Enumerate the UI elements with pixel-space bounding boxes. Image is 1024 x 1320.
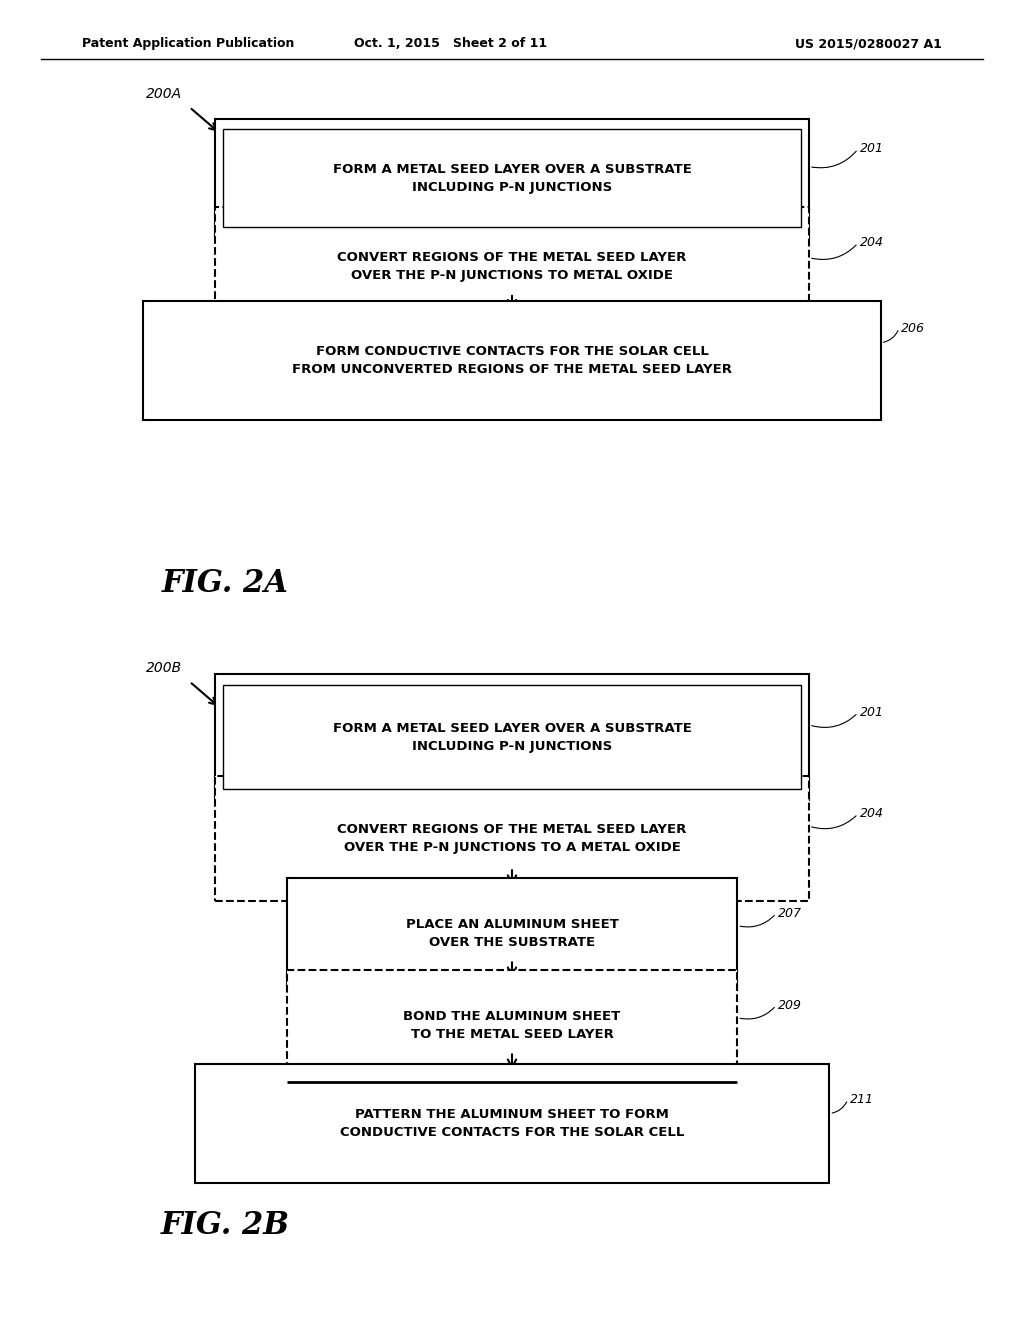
Text: Patent Application Publication: Patent Application Publication bbox=[82, 37, 294, 50]
FancyBboxPatch shape bbox=[195, 1064, 829, 1183]
Text: PATTERN THE ALUMINUM SHEET TO FORM
CONDUCTIVE CONTACTS FOR THE SOLAR CELL: PATTERN THE ALUMINUM SHEET TO FORM CONDU… bbox=[340, 1109, 684, 1139]
Text: FORM A METAL SEED LAYER OVER A SUBSTRATE
INCLUDING P-N JUNCTIONS: FORM A METAL SEED LAYER OVER A SUBSTRATE… bbox=[333, 162, 691, 194]
Text: Oct. 1, 2015   Sheet 2 of 11: Oct. 1, 2015 Sheet 2 of 11 bbox=[354, 37, 547, 50]
Text: 200A: 200A bbox=[145, 87, 182, 100]
Text: 204: 204 bbox=[860, 236, 884, 249]
Text: 206: 206 bbox=[901, 322, 925, 334]
FancyBboxPatch shape bbox=[287, 878, 737, 990]
FancyBboxPatch shape bbox=[215, 675, 809, 800]
Text: 201: 201 bbox=[860, 143, 884, 156]
Text: CONVERT REGIONS OF THE METAL SEED LAYER
OVER THE P-N JUNCTIONS TO A METAL OXIDE: CONVERT REGIONS OF THE METAL SEED LAYER … bbox=[337, 822, 687, 854]
Text: US 2015/0280027 A1: US 2015/0280027 A1 bbox=[796, 37, 942, 50]
Text: CONVERT REGIONS OF THE METAL SEED LAYER
OVER THE P-N JUNCTIONS TO METAL OXIDE: CONVERT REGIONS OF THE METAL SEED LAYER … bbox=[337, 251, 687, 282]
Text: 211: 211 bbox=[850, 1093, 873, 1106]
Text: FIG. 2B: FIG. 2B bbox=[161, 1209, 290, 1241]
Text: 209: 209 bbox=[778, 999, 802, 1012]
FancyBboxPatch shape bbox=[215, 207, 809, 326]
FancyBboxPatch shape bbox=[287, 970, 737, 1082]
FancyBboxPatch shape bbox=[215, 119, 809, 238]
FancyBboxPatch shape bbox=[215, 776, 809, 902]
Text: FORM CONDUCTIVE CONTACTS FOR THE SOLAR CELL
FROM UNCONVERTED REGIONS OF THE META: FORM CONDUCTIVE CONTACTS FOR THE SOLAR C… bbox=[292, 345, 732, 376]
FancyBboxPatch shape bbox=[143, 301, 881, 420]
FancyBboxPatch shape bbox=[223, 129, 801, 227]
Text: PLACE AN ALUMINUM SHEET
OVER THE SUBSTRATE: PLACE AN ALUMINUM SHEET OVER THE SUBSTRA… bbox=[406, 919, 618, 949]
Text: 201: 201 bbox=[860, 706, 884, 719]
Text: FIG. 2A: FIG. 2A bbox=[162, 568, 289, 599]
Text: 200B: 200B bbox=[145, 661, 182, 675]
Text: BOND THE ALUMINUM SHEET
TO THE METAL SEED LAYER: BOND THE ALUMINUM SHEET TO THE METAL SEE… bbox=[403, 1010, 621, 1041]
Text: 207: 207 bbox=[778, 907, 802, 920]
Text: FORM A METAL SEED LAYER OVER A SUBSTRATE
INCLUDING P-N JUNCTIONS: FORM A METAL SEED LAYER OVER A SUBSTRATE… bbox=[333, 722, 691, 752]
FancyBboxPatch shape bbox=[223, 685, 801, 789]
Text: 204: 204 bbox=[860, 808, 884, 821]
